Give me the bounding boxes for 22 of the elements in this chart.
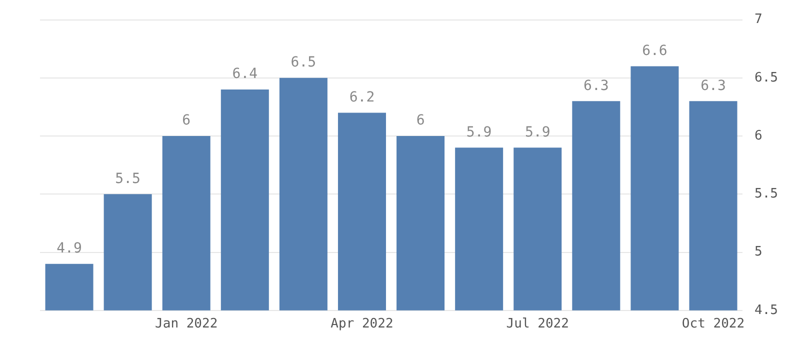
x-tick-label: Oct 2022 [682, 316, 745, 332]
data-label: 6.6 [642, 42, 668, 59]
y-tick-label: 6 [754, 128, 762, 144]
data-label: 5.9 [524, 124, 550, 140]
x-tick-label: Apr 2022 [330, 316, 394, 332]
y-tick-label: 5.5 [754, 186, 778, 202]
data-label: 5.5 [115, 170, 140, 187]
data-label: 6.4 [232, 66, 258, 82]
data-label: 6.3 [700, 78, 726, 94]
data-label: 6.2 [349, 89, 375, 106]
y-tick-label: 4.5 [754, 302, 778, 318]
y-tick-label: 6.5 [754, 70, 778, 86]
data-label: 6 [182, 112, 191, 129]
x-tick-label: Jan 2022 [155, 316, 218, 332]
x-tick-label: Jul 2022 [506, 316, 569, 332]
data-label: 5.9 [466, 124, 492, 140]
y-tick-label: 5 [754, 244, 762, 260]
data-label: 4.9 [56, 240, 82, 257]
y-tick-label: 7 [754, 12, 762, 28]
data-label: 6.5 [290, 54, 316, 71]
data-label: 6 [416, 112, 425, 129]
data-label: 6.3 [584, 78, 609, 94]
